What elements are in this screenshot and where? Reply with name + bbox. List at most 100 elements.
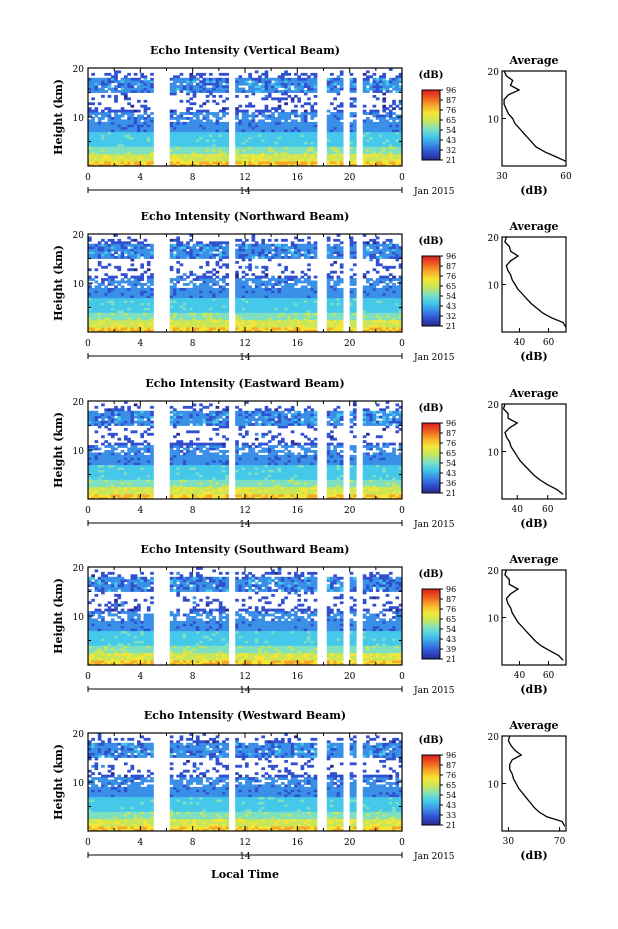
y-tick-label: 20 [73, 65, 85, 75]
y-tick-label: 10 [73, 280, 85, 290]
profile-x-tick-label: 60 [543, 671, 555, 681]
profile-x-tick-label: 40 [512, 505, 524, 515]
profile-y-tick-label: 10 [488, 282, 500, 292]
y-tick-label: 20 [73, 231, 85, 241]
day-label: 14 [239, 852, 251, 862]
x-tick-label: 16 [292, 838, 304, 848]
x-tick-label: 0 [85, 339, 91, 349]
colorbar-tick-label: 96 [446, 86, 456, 95]
profile-x-tick-label: 60 [542, 505, 554, 515]
colorbar-tick-label: 43 [446, 801, 456, 810]
profile-y-tick-label: 20 [488, 68, 500, 78]
x-tick-label: 4 [137, 838, 143, 848]
profile-x-tick-label: 60 [543, 338, 555, 348]
x-tick-label: 0 [399, 506, 405, 516]
colorbar-tick-label: 87 [446, 429, 456, 438]
profile-x-tick-label: 40 [514, 671, 526, 681]
colorbar-tick-label: 65 [446, 781, 456, 790]
profile-x-tick-label: 30 [503, 837, 515, 847]
profile-x-label: (dB) [520, 683, 547, 696]
y-tick-label: 10 [73, 613, 85, 623]
colorbar-tick-label: 87 [446, 262, 456, 271]
colorbar-tick-label: 21 [446, 655, 456, 664]
panel-title: Echo Intensity (Northward Beam) [141, 210, 350, 223]
colorbar-tick-label: 65 [446, 615, 456, 624]
profile-line [504, 569, 564, 661]
x-tick-label: 20 [344, 672, 356, 682]
colorbar-tick-label: 65 [446, 449, 456, 458]
date-label: Jan 2015 [413, 353, 455, 363]
x-tick-label: 20 [344, 838, 356, 848]
date-label: Jan 2015 [413, 686, 455, 696]
colorbar-tick-label: 76 [446, 439, 456, 448]
profile-line [502, 403, 564, 495]
date-label: Jan 2015 [413, 520, 455, 530]
colorbar-tick-label: 32 [446, 312, 456, 321]
colorbar-tick-label: 21 [446, 322, 456, 331]
y-axis-label: Height (km) [52, 744, 65, 820]
x-tick-label: 12 [239, 506, 250, 516]
profile-x-tick-label: 70 [554, 837, 566, 847]
colorbar-tick-label: 33 [446, 811, 456, 820]
echo-panel-5: Echo Intensity (Westward Beam) 20 10 Height… [52, 709, 567, 862]
day-label: 14 [239, 686, 251, 696]
colorbar-tick-label: 54 [446, 791, 456, 800]
y-axis-label: Height (km) [52, 245, 65, 321]
x-tick-label: 20 [344, 506, 356, 516]
panel-title: Echo Intensity (Southward Beam) [141, 543, 350, 556]
colorbar-label: (dB) [419, 236, 444, 247]
y-tick-label: 10 [73, 779, 85, 789]
echo-panel-4: Echo Intensity (Southward Beam) 20 10 Heigh… [52, 543, 567, 696]
profile-x-tick-label: 40 [514, 338, 526, 348]
profile-frame [501, 735, 567, 832]
y-tick-label: 10 [73, 114, 85, 124]
colorbar [421, 588, 441, 660]
colorbar-tick-label: 54 [446, 126, 456, 135]
profile-title: Average [508, 387, 558, 400]
colorbar-tick-label: 21 [446, 489, 456, 498]
colorbar-tick-label: 96 [446, 252, 456, 261]
x-tick-label: 4 [137, 672, 143, 682]
profile-line [503, 70, 567, 162]
x-tick-label: 4 [137, 339, 143, 349]
x-tick-label: 0 [85, 672, 91, 682]
x-tick-label: 16 [292, 672, 304, 682]
y-axis-label: Height (km) [52, 412, 65, 488]
x-tick-label: 12 [239, 173, 250, 183]
colorbar-tick-label: 87 [446, 761, 456, 770]
heatmap-cells [88, 68, 403, 167]
colorbar-tick-label: 96 [446, 419, 456, 428]
colorbar [421, 255, 441, 327]
profile-x-label: (dB) [520, 517, 547, 530]
colorbar-tick-label: 54 [446, 625, 456, 634]
colorbar-tick-label: 96 [446, 585, 456, 594]
colorbar-tick-label: 39 [446, 645, 456, 654]
colorbar-tick-label: 21 [446, 156, 456, 165]
date-label: Jan 2015 [413, 187, 455, 197]
x-axis-label: Local Time [211, 868, 279, 881]
colorbar-tick-label: 65 [446, 116, 456, 125]
x-tick-label: 0 [399, 173, 405, 183]
y-axis-label: Height (km) [52, 79, 65, 155]
x-tick-label: 0 [399, 339, 405, 349]
x-tick-label: 8 [190, 173, 196, 183]
x-tick-label: 8 [190, 838, 196, 848]
colorbar [421, 422, 441, 494]
x-tick-label: 0 [85, 506, 91, 516]
colorbar-tick-label: 43 [446, 302, 456, 311]
echo-panel-3: Echo Intensity (Eastward Beam) 20 10 Height… [52, 377, 567, 530]
profile-x-label: (dB) [520, 184, 547, 197]
colorbar-tick-label: 54 [446, 292, 456, 301]
heatmap-cells [88, 733, 403, 832]
colorbar-tick-label: 76 [446, 106, 456, 115]
profile-y-tick-label: 20 [488, 234, 500, 244]
colorbar-tick-label: 96 [446, 751, 456, 760]
colorbar-label: (dB) [419, 403, 444, 414]
x-tick-label: 0 [399, 672, 405, 682]
profile-frame [501, 569, 567, 666]
x-tick-label: 16 [292, 506, 304, 516]
profile-x-tick-label: 60 [560, 172, 572, 182]
colorbar-tick-label: 65 [446, 282, 456, 291]
y-tick-label: 10 [73, 447, 85, 457]
x-tick-label: 4 [137, 173, 143, 183]
